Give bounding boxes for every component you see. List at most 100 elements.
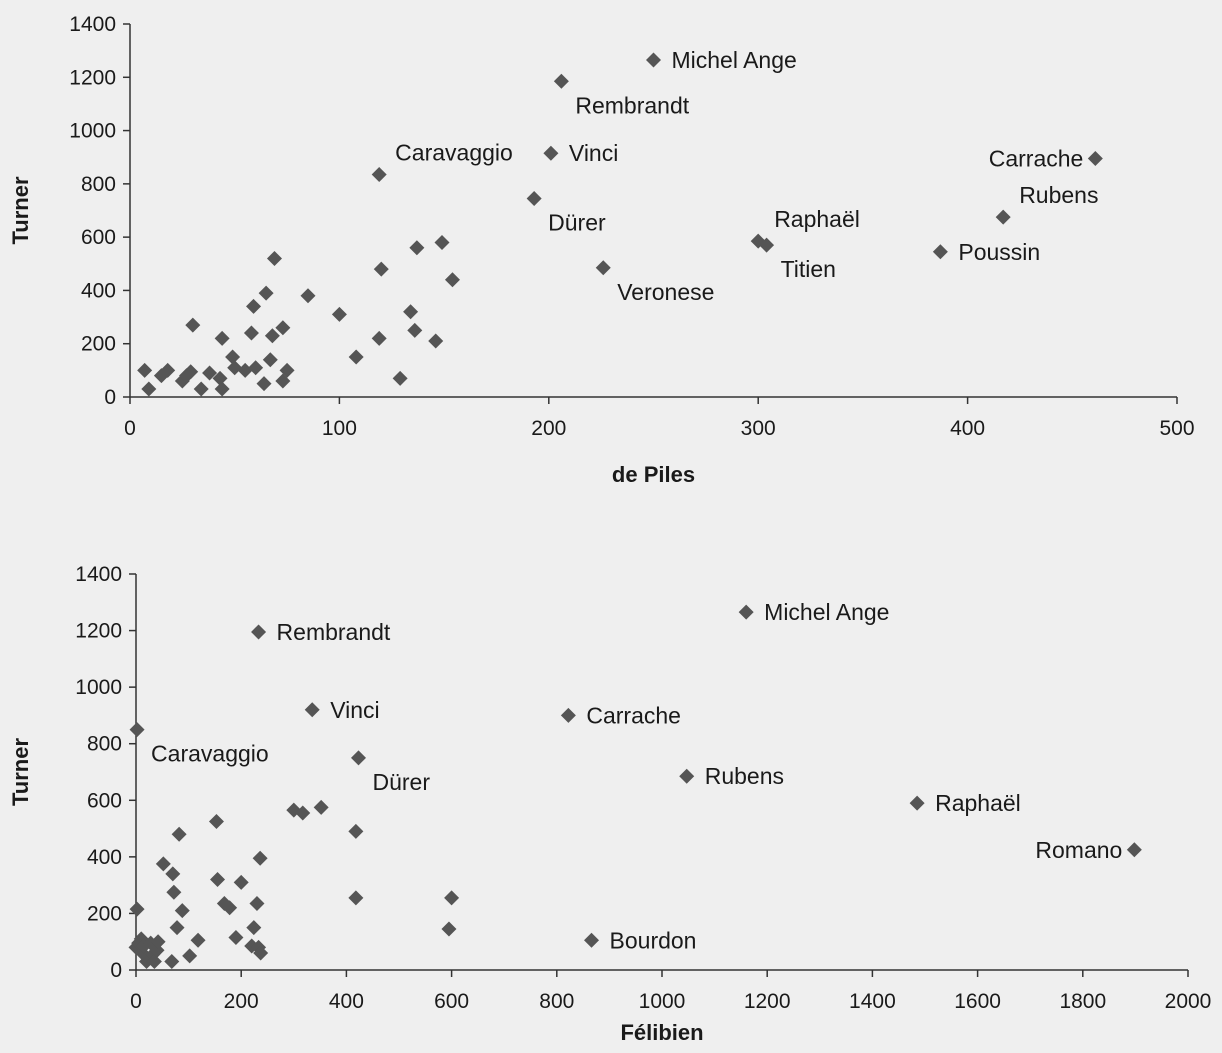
- point-label: Dürer: [372, 769, 430, 795]
- data-point: [141, 381, 157, 397]
- data-point: [371, 167, 387, 183]
- data-point: [214, 381, 230, 397]
- point-label: Michel Ange: [672, 47, 797, 73]
- data-point: [129, 901, 145, 917]
- data-point: [237, 362, 253, 378]
- data-point: [441, 921, 457, 937]
- data-point: [266, 250, 282, 266]
- point-label: Rembrandt: [575, 92, 689, 118]
- point-label: Michel Ange: [764, 599, 889, 625]
- x-tick-label: 800: [539, 990, 574, 1013]
- data-point: [190, 932, 206, 948]
- data-point: [407, 322, 423, 338]
- data-point: [409, 240, 425, 256]
- data-point: [1087, 151, 1103, 167]
- data-point: [444, 890, 460, 906]
- data-point: [171, 826, 187, 842]
- data-point: [155, 856, 171, 872]
- data-point: [249, 896, 265, 912]
- data-point: [373, 261, 389, 277]
- data-point: [350, 750, 366, 766]
- data-point: [169, 920, 185, 936]
- data-point: [150, 934, 166, 950]
- point-label: Poussin: [958, 239, 1040, 265]
- y-tick-label: 1000: [69, 120, 116, 143]
- y-tick-label: 1000: [75, 676, 122, 699]
- data-point: [262, 352, 278, 368]
- data-point: [166, 884, 182, 900]
- x-tick-label: 600: [434, 990, 469, 1013]
- y-tick-label: 1400: [69, 13, 116, 36]
- point-label: Rubens: [705, 763, 784, 789]
- data-point: [348, 890, 364, 906]
- data-point: [258, 285, 274, 301]
- data-point: [183, 364, 199, 380]
- x-tick-label: 200: [224, 990, 259, 1013]
- point-label: Caravaggio: [395, 140, 513, 166]
- data-point: [146, 954, 162, 970]
- data-point: [227, 360, 243, 376]
- y-tick-label: 1400: [75, 563, 122, 586]
- data-point: [738, 604, 754, 620]
- data-point: [331, 306, 347, 322]
- data-point: [208, 814, 224, 829]
- data-point: [233, 874, 249, 890]
- data-point: [193, 381, 209, 397]
- x-tick-label: 100: [322, 417, 357, 440]
- data-point: [304, 702, 320, 718]
- point-label: Romano: [1035, 837, 1122, 863]
- x-tick-label: 400: [329, 990, 364, 1013]
- chart-de-piles-vs-turner: 0 200 400 600 800 1000 1200 1400 0 100 200 300 400 50…: [8, 13, 1195, 487]
- data-point: [300, 288, 316, 304]
- data-point: [348, 823, 364, 839]
- data-point: [526, 191, 542, 207]
- point-label: Rubens: [1019, 182, 1098, 208]
- point-label: Caravaggio: [151, 741, 269, 767]
- x-tick-label: 400: [950, 417, 985, 440]
- point-label: Vinci: [330, 697, 379, 723]
- data-point: [243, 325, 259, 341]
- point-label: Carrache: [989, 146, 1084, 172]
- data-point: [164, 954, 180, 970]
- x-tick-label: 200: [531, 417, 566, 440]
- chart-felibien-vs-turner: 0 200 400 600 800 1000 1200 1400 0 200 400 600 800 10…: [8, 563, 1211, 1045]
- data-point: [434, 234, 450, 250]
- point-label: Rembrandt: [277, 619, 391, 645]
- y-tick-label: 1200: [69, 66, 116, 89]
- x-tick-label: 0: [130, 990, 142, 1013]
- data-point: [392, 370, 408, 386]
- data-point: [225, 349, 241, 365]
- data-point: [246, 298, 262, 314]
- x-tick-label: 300: [741, 417, 776, 440]
- x-tick-label: 1000: [639, 990, 686, 1013]
- data-point: [246, 920, 262, 936]
- data-point: [995, 209, 1011, 225]
- data-point: [256, 376, 272, 392]
- x-axis-title: Félibien: [620, 1020, 703, 1045]
- data-point: [560, 707, 576, 723]
- data-point: [553, 73, 569, 89]
- data-point: [248, 360, 264, 376]
- y-axis-title: Turner: [8, 738, 33, 806]
- y-tick-label: 400: [87, 846, 122, 869]
- data-point: [160, 362, 176, 378]
- data-point: [137, 362, 153, 378]
- x-tick-label: 1200: [744, 990, 791, 1013]
- data-point: [1126, 842, 1142, 858]
- y-tick-label: 200: [87, 902, 122, 925]
- data-point: [165, 866, 181, 882]
- data-point: [214, 330, 230, 346]
- data-point: [313, 799, 329, 815]
- data-point: [646, 52, 661, 68]
- data-point: [253, 945, 269, 961]
- point-label: Raphaël: [935, 790, 1021, 816]
- x-tick-label: 500: [1159, 417, 1194, 440]
- point-label: Veronese: [617, 279, 714, 305]
- data-point: [279, 362, 295, 378]
- data-point: [543, 145, 559, 161]
- y-tick-label: 800: [81, 173, 116, 196]
- y-tick-label: 0: [104, 386, 116, 409]
- data-point: [348, 349, 364, 365]
- x-tick-label: 1400: [849, 990, 896, 1013]
- x-axis-title: de Piles: [612, 462, 695, 487]
